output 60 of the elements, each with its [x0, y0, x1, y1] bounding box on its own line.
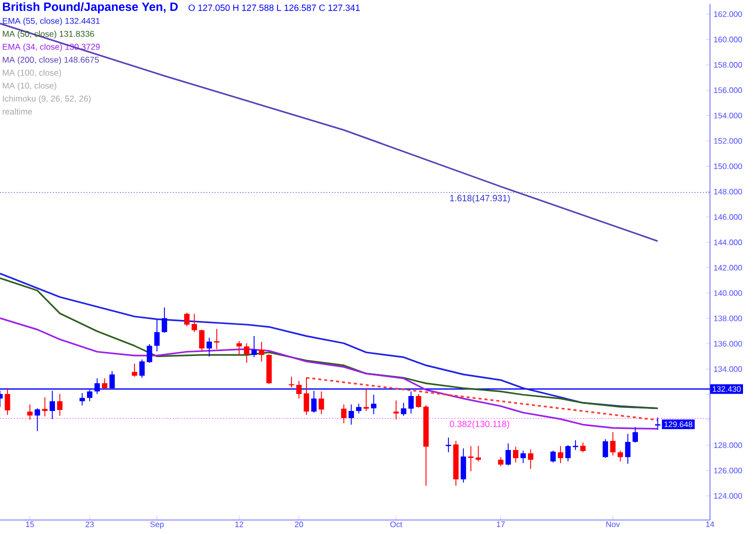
- candlestick: [625, 433, 630, 464]
- chart-subtitle: O 127.050 H 127.588 L 126.587 C 127.341: [188, 4, 360, 11]
- candlestick: [416, 394, 422, 408]
- candlestick: [400, 402, 406, 416]
- candlestick: [520, 450, 526, 464]
- candlestick: [602, 438, 608, 458]
- chart-title: British Pound/Japanese Yen, D: [2, 2, 178, 14]
- candlestick: [57, 394, 62, 416]
- candlestick: [146, 344, 152, 364]
- annotation: realtime: [2, 108, 32, 115]
- candlestick: [4, 388, 10, 416]
- candlestick: [476, 445, 482, 462]
- candlestick: [206, 337, 212, 358]
- candlestick: [244, 342, 250, 364]
- candlestick: [139, 359, 145, 378]
- candlestick: [513, 446, 518, 463]
- ref-line-label: 1.618(147.931): [450, 194, 510, 204]
- candlestick: [618, 450, 624, 462]
- candlestick: [236, 340, 242, 356]
- annotation: MA (10, close): [2, 82, 56, 90]
- candlestick: [356, 403, 362, 414]
- candlestick: [304, 377, 310, 416]
- candlestick: [27, 404, 33, 420]
- candlestick: [42, 396, 48, 417]
- candlestick: [102, 378, 108, 390]
- line-series: [0, 317, 658, 430]
- candlestick: [162, 306, 168, 334]
- candlestick: [498, 456, 504, 467]
- candlestick: [251, 336, 257, 358]
- annotation: Ichimoku (9, 26, 52, 26): [2, 95, 91, 104]
- candlestick: [460, 448, 466, 484]
- candlestick: [370, 394, 376, 415]
- candlestick: [258, 341, 264, 362]
- candlestick: [34, 408, 40, 432]
- candlestick: [80, 392, 85, 406]
- candlestick: [214, 328, 220, 350]
- candlestick: [468, 446, 474, 472]
- candlestick: [550, 450, 556, 463]
- candlestick: [506, 442, 511, 466]
- candlestick: [393, 400, 399, 420]
- candlestick: [364, 388, 369, 412]
- candlestick: [565, 444, 571, 462]
- series-label: MA (200, close) 148.6675: [2, 56, 99, 64]
- text: MA (50, close) 131.8336: [2, 30, 94, 38]
- candlestick: [288, 376, 294, 388]
- candlestick: [318, 390, 324, 415]
- ref-line-label: 0.382(130.118): [450, 420, 510, 429]
- candlestick: [341, 404, 346, 424]
- candlestick: [408, 390, 414, 414]
- candlestick: [632, 426, 638, 443]
- candlestick: [296, 380, 302, 399]
- candlestick: [199, 329, 204, 352]
- candlestick: [154, 319, 160, 352]
- annotation: MA (100, close): [2, 69, 61, 78]
- candlestick: [184, 312, 190, 327]
- text: EMA (55, close) 132.4431: [2, 18, 100, 26]
- candlestick: [610, 432, 616, 456]
- candlestick: [348, 404, 354, 426]
- candlestick: [528, 448, 534, 470]
- candlestick: [192, 313, 198, 333]
